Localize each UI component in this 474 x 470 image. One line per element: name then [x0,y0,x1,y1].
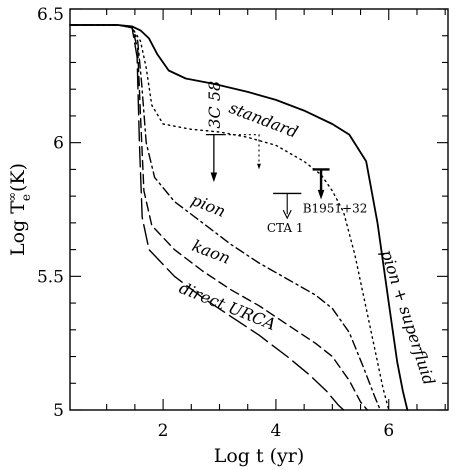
curve-kaon [69,24,368,411]
curve-pion-superfluid [69,24,390,411]
curve-pion [69,24,381,411]
y-tick-label: 6.5 [37,5,64,25]
y-axis-title-sub: e [19,194,33,201]
y-axis-title: Log Te∞(K) [5,163,33,256]
observation-label: 3C 58 [205,81,224,129]
axis-tick-labels: 2 4 6 5 5.5 6 6.5 [37,5,394,441]
y-tick-label: 5 [53,401,64,421]
upper-limit-arrowhead [210,172,218,183]
y-axis-title-main: Log T [7,201,29,256]
observations-layer: 3C 58 CTA 1 B1951+32 [205,81,368,235]
y-tick-label: 6 [53,134,64,154]
curve-label: pion + superfluid [377,247,439,387]
x-tick-label: 2 [158,421,169,441]
observation-cta-1: CTA 1 [267,192,304,235]
x-tick-label: 6 [383,421,394,441]
upper-limit-arrowhead [317,189,325,200]
curves-layer [69,24,409,411]
x-axis-title: Log t (yr) [214,445,305,467]
x-tick-label: 4 [271,421,282,441]
upper-limit-arrowhead [257,163,261,170]
curve-direct-urca [69,24,345,411]
curve-standard [69,24,409,411]
y-axis-title-unit: (K) [7,163,29,192]
curve-label: direct URCA [177,278,279,334]
axis-ticks [70,8,448,411]
observation-3c-58: 3C 58 [205,81,261,183]
y-axis-title-sup: ∞ [5,192,19,202]
upper-limit-arrowhead [282,209,292,220]
observation-label: CTA 1 [267,221,304,235]
observation-b1951-32: B1951+32 [303,168,368,215]
plot-frame [69,8,449,411]
y-tick-label: 5.5 [37,267,64,287]
dotted-bracket [223,134,260,166]
observation-label: B1951+32 [303,201,368,215]
